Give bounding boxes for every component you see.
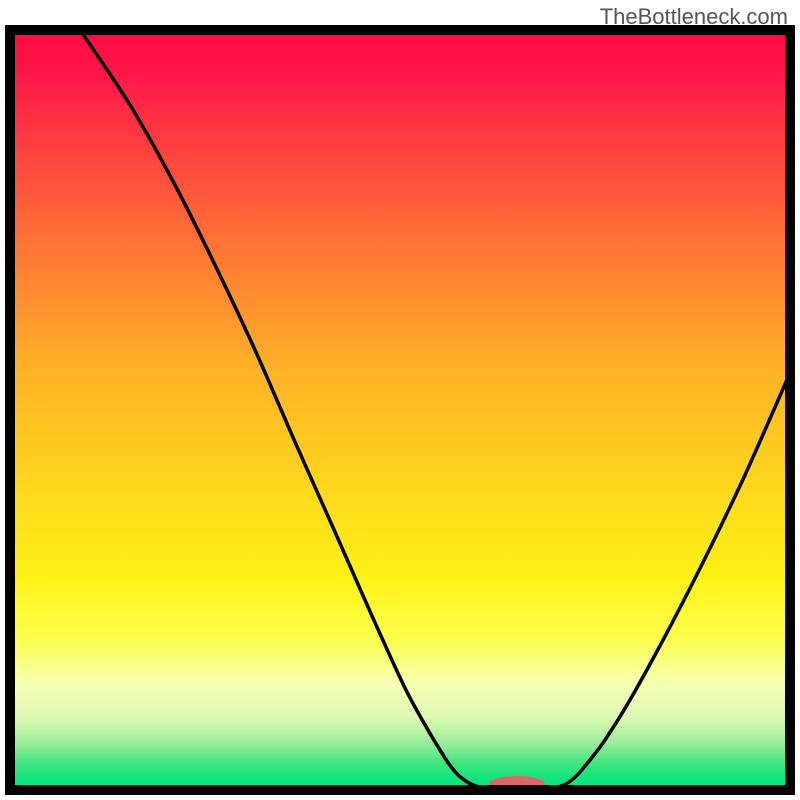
- plot-area: [10, 30, 790, 792]
- bottleneck-chart: TheBottleneck.com: [0, 0, 800, 800]
- chart-container: TheBottleneck.com: [0, 0, 800, 800]
